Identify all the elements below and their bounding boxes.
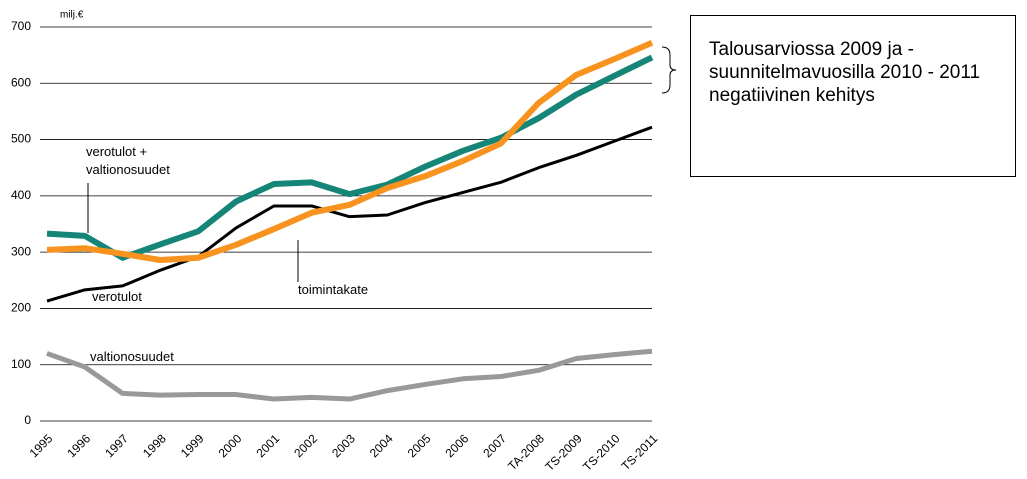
series-line xyxy=(46,40,654,264)
y-tick-label: 0 xyxy=(24,413,31,427)
series-label: toimintakate xyxy=(298,282,369,297)
annotation-box: Talousarviossa 2009 ja -suunnitelmavuosi… xyxy=(690,15,1016,177)
y-tick-label: 300 xyxy=(11,244,31,258)
x-tick-label: 1995 xyxy=(27,431,56,460)
y-tick-label: 200 xyxy=(11,301,31,315)
x-tick-label: 2002 xyxy=(291,431,320,460)
y-axis-unit: milj.€ xyxy=(60,10,84,21)
series-label: valtionosuudet xyxy=(90,349,174,364)
x-tick-label: 2001 xyxy=(253,431,282,460)
brace xyxy=(661,46,677,94)
x-tick-label: TS-2011 xyxy=(619,431,661,473)
y-tick-label: 700 xyxy=(11,19,31,33)
series-label: verotulot + valtionosuudet xyxy=(86,144,170,177)
x-tick-label: 1998 xyxy=(140,431,169,460)
x-tick-label: TS-2010 xyxy=(580,431,623,474)
series-label: verotulot xyxy=(92,289,142,304)
y-tick-label: 100 xyxy=(11,357,31,371)
x-tick-label: 2006 xyxy=(443,431,472,460)
x-tick-label: 1996 xyxy=(64,431,93,460)
x-tick-label: 2007 xyxy=(480,431,509,460)
x-tick-label: TS-2009 xyxy=(542,431,585,474)
x-tick-label: 1997 xyxy=(102,431,131,460)
x-tick-label: 2003 xyxy=(329,431,358,460)
series-line xyxy=(46,348,653,402)
series-line xyxy=(46,54,654,261)
x-tick-label: 2004 xyxy=(367,431,396,460)
x-tick-label: 2000 xyxy=(216,431,245,460)
annotation: Talousarviossa 2009 ja -suunnitelmavuosi… xyxy=(709,39,981,106)
y-tick-label: 500 xyxy=(11,132,31,146)
x-tick-label: TA-2008 xyxy=(505,431,547,473)
y-tick-label: 600 xyxy=(11,75,31,89)
series-line xyxy=(46,125,653,303)
x-tick-label: 1999 xyxy=(178,431,207,460)
y-tick-label: 400 xyxy=(11,188,31,202)
x-tick-label: 2005 xyxy=(405,431,434,460)
